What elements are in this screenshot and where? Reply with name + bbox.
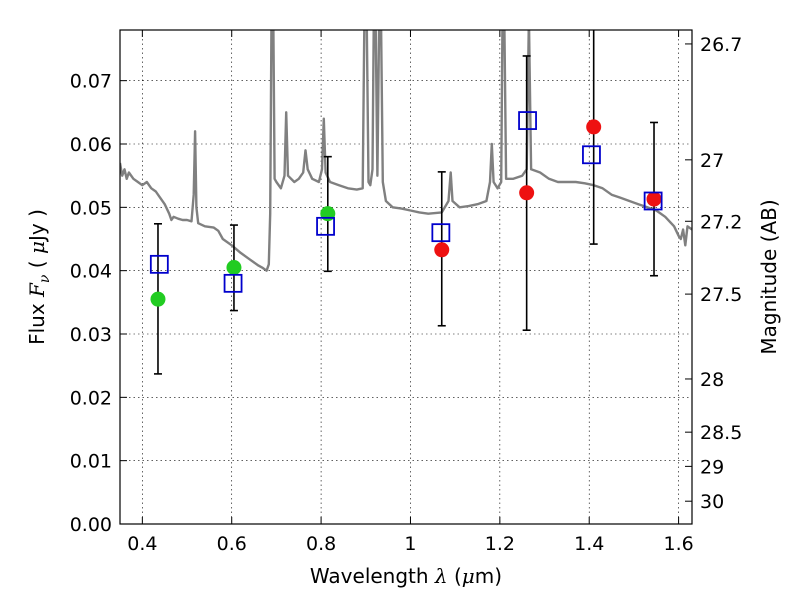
y-tick-label: 0.00 (70, 514, 112, 536)
circle-marker (150, 291, 166, 307)
y-tick-label: 0.05 (70, 197, 112, 219)
y-tick-label: 0.04 (70, 261, 112, 283)
y2-tick-label: 28.5 (700, 422, 742, 444)
y2-tick-label: 27.2 (700, 211, 742, 233)
square-marker (582, 145, 601, 165)
y-tick-label: 0.03 (70, 324, 112, 346)
x-tick-labels: 0.4 0.6 0.8 1 1.2 1.4 1.6 (127, 533, 693, 555)
x-tick-label: 1 (404, 533, 416, 555)
circle-marker (320, 206, 336, 222)
circle-marker (434, 242, 450, 258)
x-tick-label: 1.2 (485, 533, 515, 555)
y-tick-label: 0.02 (70, 387, 112, 409)
ticks (120, 30, 692, 525)
y2-tick-label: 27.5 (700, 284, 742, 306)
x-tick-label: 0.6 (217, 533, 247, 555)
square-marker (223, 273, 243, 293)
y2-tick-label: 26.7 (700, 34, 742, 56)
circle-marker (586, 119, 602, 135)
square-marker (316, 216, 335, 236)
spectrum (120, 30, 692, 272)
y-tick-label: 0.07 (70, 71, 112, 93)
y-tick-label: 0.01 (70, 451, 112, 473)
plot-background (120, 30, 692, 524)
y2-tick-label: 29 (700, 456, 724, 478)
square-marker (643, 191, 663, 211)
y2-tick-label: 30 (700, 491, 724, 513)
x-tick-label: 1.6 (663, 533, 693, 555)
plot-frame (119, 29, 693, 525)
x-tick-label: 1.4 (574, 533, 604, 555)
y-tick-labels: 0.00 0.01 0.02 0.03 0.04 0.05 0.06 0.07 (70, 71, 112, 536)
x-tick-label: 0.4 (127, 533, 157, 555)
y2-tick-label: 27 (700, 150, 724, 172)
y2-tick-labels: 26.7 27 27.2 27.5 28 28.5 29 30 (700, 34, 742, 513)
y-axis-label: Flux Fν ( μJy ) (25, 209, 53, 345)
x-tick-label: 0.8 (306, 533, 336, 555)
x-axis-label: Wavelength λ (μm) (310, 564, 502, 588)
spectrum-line (120, 30, 692, 272)
circle-marker (646, 191, 662, 207)
square-marker (518, 111, 537, 130)
square-marker (149, 254, 169, 274)
y2-tick-label: 28 (700, 369, 724, 391)
markers (149, 111, 663, 307)
square-marker (431, 223, 451, 243)
y-tick-label: 0.06 (70, 134, 112, 156)
circle-marker (226, 260, 242, 275)
circle-marker (519, 185, 535, 201)
y2-axis-label: Magnitude (AB) (757, 199, 781, 354)
